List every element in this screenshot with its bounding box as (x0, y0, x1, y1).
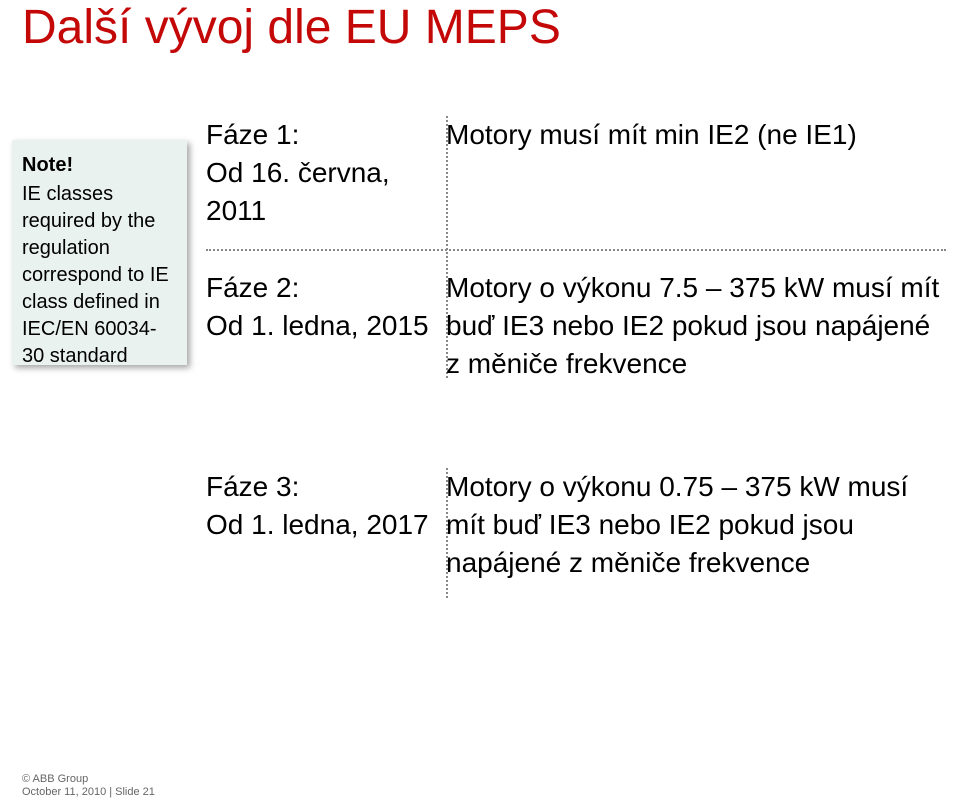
phase-3-desc: Motory o výkonu 0.75 – 375 kW musí mít b… (446, 468, 946, 581)
footer-line-1: © ABB Group (22, 773, 155, 787)
phase-3-left: Fáze 3: Od 1. ledna, 2017 (206, 468, 446, 544)
phase-1-label: Fáze 1: (206, 116, 436, 154)
phase-2-row: Fáze 2: Od 1. ledna, 2015 Motory o výkon… (206, 269, 946, 382)
phase-1-desc: Motory musí mít min IE2 (ne IE1) (446, 116, 946, 154)
note-heading: Note! (22, 152, 177, 179)
phase-2-date: Od 1. ledna, 2015 (206, 307, 436, 345)
phase-1-2-group: Fáze 1: Od 16. června, 2011 Motory musí … (206, 116, 946, 383)
page-title: Další vývoj dle EU MEPS (22, 0, 561, 55)
note-box: Note! IE classes required by the regulat… (12, 140, 187, 365)
phase-2-desc: Motory o výkonu 7.5 – 375 kW musí mít bu… (446, 269, 946, 382)
phase-3-label: Fáze 3: (206, 468, 436, 506)
phase-3-group: Fáze 3: Od 1. ledna, 2017 Motory o výkon… (206, 468, 946, 581)
phase-1-left: Fáze 1: Od 16. června, 2011 (206, 116, 446, 229)
phase-3-date: Od 1. ledna, 2017 (206, 506, 436, 544)
phase-2-label: Fáze 2: (206, 269, 436, 307)
phase-1-date: Od 16. června, 2011 (206, 154, 436, 230)
horizontal-separator-1 (206, 249, 946, 251)
phase-1-row: Fáze 1: Od 16. června, 2011 Motory musí … (206, 116, 946, 229)
phase-3-row: Fáze 3: Od 1. ledna, 2017 Motory o výkon… (206, 468, 946, 581)
phase-2-left: Fáze 2: Od 1. ledna, 2015 (206, 269, 446, 345)
footer: © ABB Group October 11, 2010 | Slide 21 (22, 773, 155, 801)
note-body: IE classes required by the regulation co… (22, 181, 177, 370)
slide: Další vývoj dle EU MEPS Note! IE classes… (0, 0, 960, 810)
footer-line-2: October 11, 2010 | Slide 21 (22, 786, 155, 800)
